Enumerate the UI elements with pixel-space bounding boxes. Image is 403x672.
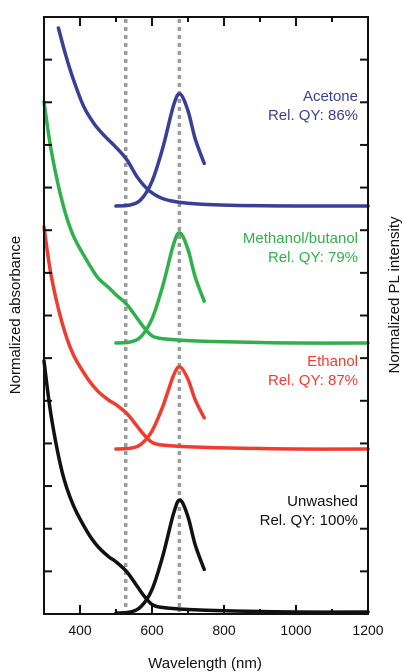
right-axis-title: Normalized PL intensity	[386, 216, 403, 374]
acetone-qy-label: Rel. QY: 86%	[268, 107, 358, 124]
annotations: Unwashed Rel. QY: 100% Ethanol Rel. QY: 87%…	[243, 88, 358, 529]
ethanol-qy-label: Rel. QY: 87%	[268, 372, 358, 389]
unwashed-qy-label: Rel. QY: 100%	[260, 512, 358, 529]
x-tick-label: 400	[68, 622, 92, 638]
left-axis-title: Normalized absorbance	[7, 236, 24, 394]
methanol-butanol-pl-curve	[114, 231, 206, 345]
methanol-butanol-label: Methanol/butanol	[243, 230, 358, 247]
x-axis-title: Wavelength (nm)	[148, 655, 262, 672]
acetone-absorbance-curve	[56, 26, 370, 208]
acetone-pl-curve	[114, 92, 206, 208]
x-tick-label: 600	[140, 622, 164, 638]
methanol-butanol-qy-label: Rel. QY: 79%	[268, 249, 358, 266]
x-tick-label: 1200	[352, 622, 383, 638]
ethanol-label: Ethanol	[307, 353, 358, 370]
ethanol-pl-curve	[114, 365, 206, 451]
unwashed-pl-curve	[114, 498, 206, 615]
tick-labels: 400 600 800 1000 1200	[68, 622, 383, 638]
x-tick-label: 800	[212, 622, 236, 638]
methanol-butanol-absorbance-curve	[42, 100, 370, 345]
reference-lines	[123, 19, 182, 612]
ticks	[43, 16, 369, 615]
x-tick-label: 1000	[280, 622, 311, 638]
ethanol-absorbance-curve	[42, 225, 370, 451]
spectra-curves	[42, 26, 370, 615]
acetone-label: Acetone	[303, 88, 358, 105]
unwashed-absorbance-curve	[42, 359, 370, 614]
unwashed-label: Unwashed	[287, 493, 358, 510]
